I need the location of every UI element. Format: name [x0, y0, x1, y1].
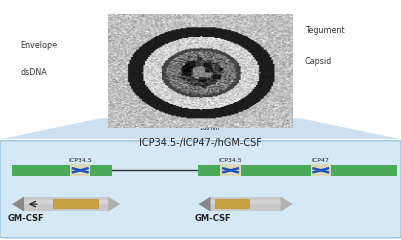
Text: dsDNA: dsDNA: [20, 68, 47, 77]
Bar: [209, 197, 283, 211]
FancyArrow shape: [12, 165, 112, 176]
Text: 100 nm: 100 nm: [200, 126, 219, 131]
Polygon shape: [12, 197, 24, 211]
FancyArrow shape: [293, 165, 397, 176]
FancyArrow shape: [311, 164, 331, 176]
Polygon shape: [0, 118, 401, 139]
FancyArrow shape: [221, 164, 241, 176]
Bar: [53, 199, 99, 209]
FancyBboxPatch shape: [0, 141, 401, 238]
Text: ICP34.5: ICP34.5: [219, 158, 243, 163]
Text: ICP34.5-/ICP47-/hGM-CSF: ICP34.5-/ICP47-/hGM-CSF: [139, 138, 262, 148]
Polygon shape: [198, 197, 211, 211]
Polygon shape: [108, 197, 120, 211]
FancyArrow shape: [198, 165, 293, 176]
Polygon shape: [281, 197, 293, 211]
Bar: [22, 200, 110, 204]
Text: Capsid: Capsid: [305, 57, 332, 66]
Text: Envelope: Envelope: [20, 42, 57, 50]
Bar: [209, 200, 283, 204]
Bar: [215, 199, 250, 209]
Text: GM-CSF: GM-CSF: [194, 214, 231, 223]
Bar: [22, 197, 110, 211]
Text: Tegument: Tegument: [305, 26, 344, 35]
Text: ICP34.5: ICP34.5: [68, 158, 92, 163]
Text: ICP47: ICP47: [312, 158, 330, 163]
FancyArrow shape: [70, 164, 90, 176]
Text: GM-CSF: GM-CSF: [8, 214, 45, 223]
